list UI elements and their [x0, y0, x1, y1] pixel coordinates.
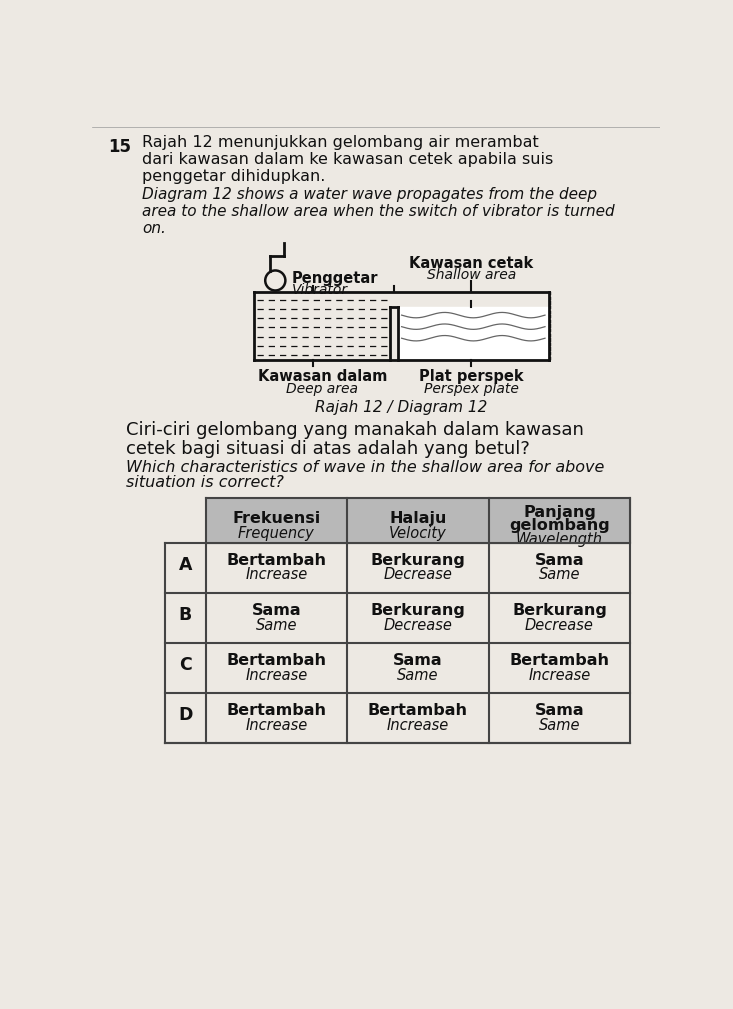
Text: Which characteristics of wave in the shallow area for above: Which characteristics of wave in the sha…	[127, 460, 605, 475]
Text: dari kawasan dalam ke kawasan cetek apabila suis: dari kawasan dalam ke kawasan cetek apab…	[142, 152, 553, 166]
Text: Ciri-ciri gelombang yang manakah dalam kawasan: Ciri-ciri gelombang yang manakah dalam k…	[127, 422, 584, 439]
Text: Sama: Sama	[534, 553, 584, 568]
Text: Penggetar: Penggetar	[292, 271, 378, 287]
Text: Kawasan dalam: Kawasan dalam	[257, 369, 387, 384]
Text: Rajah 12 menunjukkan gelombang air merambat: Rajah 12 menunjukkan gelombang air meram…	[142, 135, 539, 150]
Text: Bertambah: Bertambah	[226, 653, 326, 668]
Text: Plat perspek: Plat perspek	[419, 369, 523, 384]
Bar	[205, 498, 630, 543]
Text: Berkurang: Berkurang	[370, 553, 465, 568]
Text: Same: Same	[256, 618, 297, 633]
Text: D: D	[178, 706, 193, 724]
Text: Velocity: Velocity	[389, 526, 447, 541]
Text: Same: Same	[539, 717, 581, 733]
Text: Berkurang: Berkurang	[512, 603, 607, 618]
Text: area to the shallow area when the switch of vibrator is turned: area to the shallow area when the switch…	[142, 204, 615, 219]
Text: Berkurang: Berkurang	[370, 603, 465, 618]
Text: Bertambah: Bertambah	[226, 703, 326, 718]
Text: gelombang: gelombang	[509, 519, 610, 534]
Text: Bertambah: Bertambah	[226, 553, 326, 568]
Text: Sama: Sama	[251, 603, 301, 618]
Text: Increase: Increase	[246, 567, 307, 582]
Text: Perspex plate: Perspex plate	[424, 382, 519, 397]
Text: Same: Same	[397, 668, 438, 683]
Text: B: B	[179, 606, 192, 624]
Text: cetek bagi situasi di atas adalah yang betul?: cetek bagi situasi di atas adalah yang b…	[127, 440, 531, 458]
Text: situation is correct?: situation is correct?	[127, 475, 284, 490]
Text: Increase: Increase	[246, 668, 307, 683]
Text: Diagram 12 shows a water wave propagates from the deep: Diagram 12 shows a water wave propagates…	[142, 188, 597, 202]
Text: Kawasan cetak: Kawasan cetak	[409, 256, 534, 270]
Text: on.: on.	[142, 221, 166, 236]
Text: 15: 15	[108, 138, 132, 156]
Text: Increase: Increase	[528, 668, 591, 683]
Text: Sama: Sama	[534, 703, 584, 718]
Text: A: A	[179, 556, 192, 574]
Text: Decrease: Decrease	[383, 618, 452, 633]
Text: Frekuensi: Frekuensi	[232, 511, 320, 526]
Text: Bertambah: Bertambah	[509, 653, 609, 668]
Text: Panjang: Panjang	[523, 504, 596, 520]
Text: Sama: Sama	[393, 653, 443, 668]
Text: penggetar dihidupkan.: penggetar dihidupkan.	[142, 169, 325, 184]
Text: Decrease: Decrease	[525, 618, 594, 633]
Text: Rajah 12 / Diagram 12: Rajah 12 / Diagram 12	[315, 400, 488, 415]
Text: Increase: Increase	[387, 717, 449, 733]
Text: Frequency: Frequency	[238, 526, 314, 541]
Text: Bertambah: Bertambah	[368, 703, 468, 718]
Text: Deep area: Deep area	[286, 382, 358, 397]
Text: Shallow area: Shallow area	[427, 268, 516, 283]
Text: Wavelength: Wavelength	[516, 533, 603, 547]
Bar	[398, 308, 549, 360]
Text: Same: Same	[539, 567, 581, 582]
Text: C: C	[179, 656, 192, 674]
Text: Vibrator: Vibrator	[292, 283, 347, 297]
Text: Halaju: Halaju	[389, 511, 446, 526]
Text: Increase: Increase	[246, 717, 307, 733]
Text: Decrease: Decrease	[383, 567, 452, 582]
